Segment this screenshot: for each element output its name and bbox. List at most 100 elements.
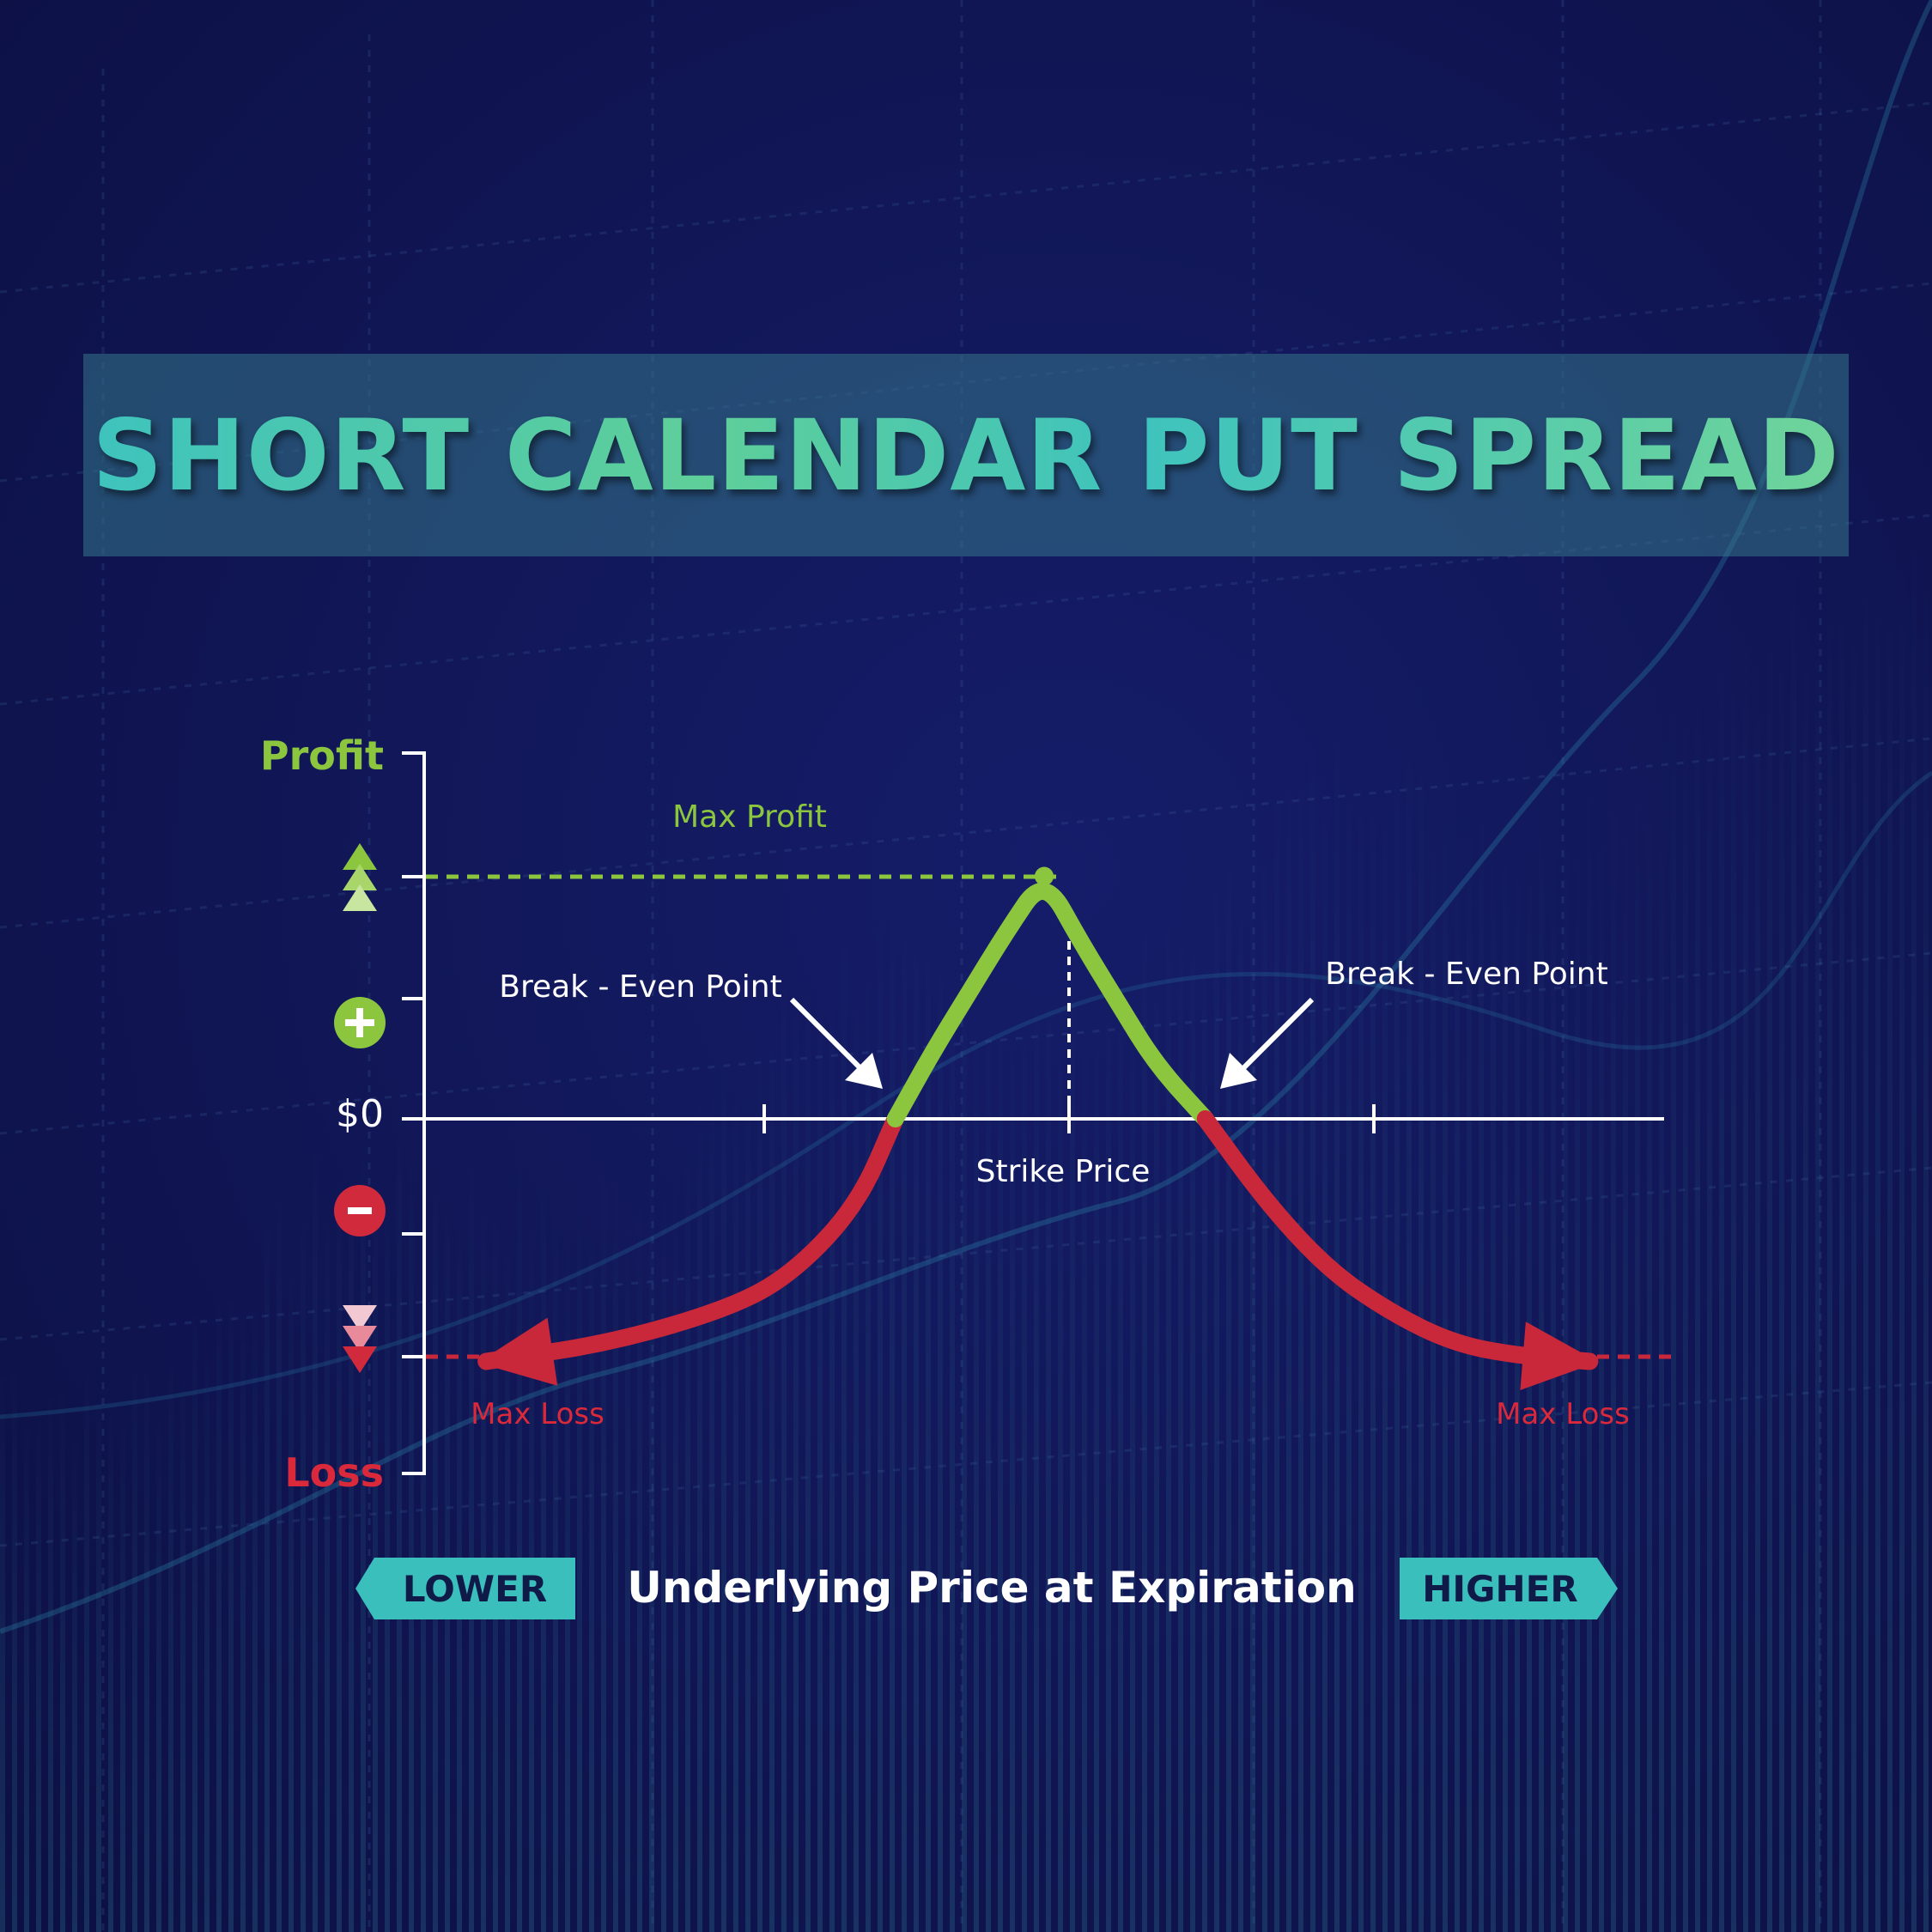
background-bar: [1106, 981, 1111, 1932]
background-bar: [757, 1037, 762, 1932]
background-bar: [349, 1153, 354, 1932]
background-bar: [1094, 1011, 1099, 1932]
background-bar: [1515, 834, 1520, 1932]
lower-direction-label: LOWER: [355, 1558, 575, 1619]
background-bar: [1923, 576, 1929, 1932]
background-bar: [986, 1002, 991, 1932]
background-bar: [1178, 915, 1183, 1932]
background-bar: [625, 1219, 630, 1932]
y-label-profit: Profit: [260, 732, 384, 779]
background-bar: [1815, 615, 1820, 1932]
background-bar: [252, 1302, 258, 1932]
background-bar: [902, 902, 907, 1932]
background-bar: [1082, 1051, 1087, 1932]
background-bar: [1250, 883, 1255, 1932]
background-bar: [1070, 956, 1075, 1932]
background-bar: [240, 1304, 246, 1932]
background-bar: [1467, 810, 1472, 1932]
background-bar: [1755, 641, 1760, 1932]
background-bar: [0, 1366, 5, 1932]
background-bar: [421, 1174, 426, 1932]
background-bar: [1707, 692, 1712, 1932]
background-bar: [1034, 982, 1039, 1932]
break-even-arrow-left-icon: [789, 997, 883, 1089]
background-bar: [637, 1202, 642, 1932]
background-bar: [854, 993, 859, 1932]
background-bar: [385, 1179, 390, 1932]
background-bar: [998, 1004, 1003, 1932]
background-bar: [769, 1029, 775, 1932]
background-bar: [409, 1150, 414, 1932]
background-bar: [1743, 617, 1748, 1932]
background-bar: [1370, 799, 1376, 1932]
background-bar: [1599, 835, 1604, 1932]
background-bar: [1563, 842, 1568, 1932]
max-loss-arrow-right-icon: [1520, 1321, 1599, 1390]
background-bar: [1118, 989, 1123, 1932]
background-bar: [1274, 786, 1279, 1932]
background-bar: [866, 975, 871, 1932]
profit-triangles-icon: [343, 843, 377, 911]
background-bar: [661, 1195, 666, 1932]
background-bar: [1899, 565, 1905, 1932]
background-bar: [445, 1170, 450, 1932]
background-bar: [289, 1250, 294, 1932]
background-bar: [1238, 873, 1243, 1932]
background-bar: [433, 1144, 438, 1932]
background-bar: [841, 935, 847, 1932]
background-bar: [1491, 843, 1496, 1932]
background-bar: [1887, 578, 1893, 1932]
title-banner: SHORT CALENDAR PUT SPREAD: [83, 354, 1849, 556]
background-bar: [1911, 532, 1917, 1932]
background-bar: [685, 1137, 690, 1932]
background-bar: [1611, 793, 1616, 1932]
background-bar: [1346, 793, 1352, 1932]
background-bar: [1647, 758, 1652, 1932]
background-bar: [829, 994, 835, 1932]
max-loss-label-left: Max Loss: [471, 1397, 605, 1431]
background-bar: [601, 1167, 606, 1932]
max-profit-label: Max Profit: [672, 799, 827, 835]
background-bar: [1623, 814, 1628, 1932]
background-bar: [1791, 546, 1796, 1932]
break-even-arrow-right-icon: [1220, 997, 1315, 1089]
background-bar: [1551, 847, 1556, 1932]
background-bar: [1394, 754, 1400, 1932]
background-bar: [1298, 769, 1303, 1932]
background-bar: [589, 1206, 594, 1932]
background-bar: [168, 1354, 173, 1932]
background-bar: [48, 1392, 53, 1932]
loss-segment: [1196, 1110, 1599, 1370]
background-bar: [817, 999, 823, 1932]
y-label-loss: Loss: [284, 1449, 384, 1496]
background-bar: [1202, 933, 1207, 1932]
background-bar: [1130, 1017, 1135, 1932]
background-bar: [1503, 817, 1508, 1932]
background-bar: [60, 1388, 65, 1932]
background-bar: [180, 1370, 185, 1932]
break-even-label-left: Break - Even Point: [499, 969, 781, 1005]
background-bar: [72, 1435, 77, 1932]
background-bar: [264, 1195, 270, 1932]
background-bar: [1635, 764, 1640, 1932]
background-bar: [361, 1134, 366, 1932]
background-bar: [204, 1352, 210, 1932]
profit-segment: [886, 883, 1214, 1127]
background-bar: [1803, 620, 1808, 1932]
background-bar: [373, 1170, 378, 1932]
background-bar: [1827, 598, 1832, 1932]
background-bar: [709, 1084, 714, 1932]
background-bar: [1575, 855, 1580, 1932]
background-bar: [216, 1296, 222, 1932]
background-bar: [1214, 849, 1219, 1932]
background-bar: [950, 952, 955, 1932]
background-bar: [1479, 794, 1484, 1932]
background-bar: [1779, 638, 1784, 1932]
break-even-label-right: Break - Even Point: [1325, 957, 1607, 992]
background-bar: [938, 936, 943, 1932]
background-bar: [1455, 828, 1460, 1932]
background-bar: [1190, 914, 1195, 1932]
background-bar: [144, 1357, 149, 1932]
background-bar: [1226, 823, 1231, 1932]
background-bar: [1322, 797, 1327, 1932]
